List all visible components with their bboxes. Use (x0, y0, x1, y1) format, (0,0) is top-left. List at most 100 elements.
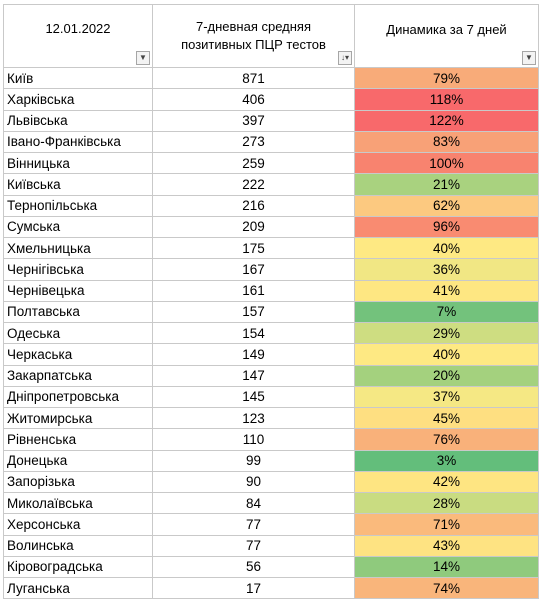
date-header: 12.01.2022 (45, 21, 111, 36)
region-cell[interactable]: Херсонська (3, 513, 153, 536)
avg-cell[interactable]: 90 (152, 470, 355, 494)
region-cell[interactable]: Чернівецька (3, 279, 153, 302)
region-cell[interactable]: Дніпропетровська (3, 385, 153, 409)
dynamics-cell[interactable]: 43% (354, 534, 539, 557)
dynamics-cell[interactable]: 96% (354, 215, 539, 239)
table-row: Миколаївська 84 28% (3, 491, 539, 515)
dynamics-cell[interactable]: 7% (354, 300, 539, 324)
dynamics-cell[interactable]: 83% (354, 130, 539, 154)
dynamics-cell[interactable]: 40% (354, 236, 539, 260)
region-cell[interactable]: Львівська (3, 109, 153, 132)
dynamics-cell[interactable]: 76% (354, 428, 539, 451)
dynamics-cell[interactable]: 71% (354, 513, 539, 536)
table-row: Вінницька 259 100% (3, 151, 539, 175)
region-cell[interactable]: Житомирська (3, 406, 153, 430)
avg-cell[interactable]: 216 (152, 194, 355, 217)
dynamics-cell[interactable]: 122% (354, 109, 539, 132)
table-row: Запорізька 90 42% (3, 470, 539, 494)
region-cell[interactable]: Волинська (3, 534, 153, 557)
table-row: Одеська 154 29% (3, 321, 539, 345)
region-cell[interactable]: Полтавська (3, 300, 153, 324)
region-cell[interactable]: Сумська (3, 215, 153, 239)
dynamics-cell[interactable]: 36% (354, 258, 539, 281)
avg-header-cell: 7-дневная средняя позитивных ПЦР тестов … (152, 4, 355, 68)
avg-cell[interactable]: 154 (152, 321, 355, 345)
avg-cell[interactable]: 77 (152, 534, 355, 557)
avg-cell[interactable]: 84 (152, 491, 355, 515)
table-row: Донецька 99 3% (3, 449, 539, 472)
region-cell[interactable]: Кіровоградська (3, 555, 153, 579)
region-cell[interactable]: Івано-Франківська (3, 130, 153, 154)
region-cell[interactable]: Вінницька (3, 151, 153, 175)
table-row: Київська 222 21% (3, 173, 539, 196)
region-cell[interactable]: Рівненська (3, 428, 153, 451)
avg-cell[interactable]: 17 (152, 576, 355, 600)
avg-cell[interactable]: 161 (152, 279, 355, 302)
region-cell[interactable]: Хмельницька (3, 236, 153, 260)
dynamics-cell[interactable]: 42% (354, 470, 539, 494)
region-cell[interactable]: Запорізька (3, 470, 153, 494)
avg-cell[interactable]: 56 (152, 555, 355, 579)
dynamics-cell[interactable]: 118% (354, 88, 539, 111)
table-row: Київ 871 79% (3, 66, 539, 90)
dynamics-cell[interactable]: 100% (354, 151, 539, 175)
region-cell[interactable]: Київ (3, 66, 153, 90)
avg-cell[interactable]: 77 (152, 513, 355, 536)
table-row: Рівненська 110 76% (3, 428, 539, 451)
region-cell[interactable]: Тернопільська (3, 194, 153, 217)
header-row: 12.01.2022 ▼ 7-дневная средняя позитивны… (3, 4, 539, 68)
avg-cell[interactable]: 110 (152, 428, 355, 451)
table-row: Івано-Франківська 273 83% (3, 130, 539, 154)
avg-cell[interactable]: 147 (152, 364, 355, 387)
avg-cell[interactable]: 157 (152, 300, 355, 324)
dynamics-cell[interactable]: 79% (354, 66, 539, 90)
avg-cell[interactable]: 222 (152, 173, 355, 196)
dynamics-cell[interactable]: 20% (354, 364, 539, 387)
dynamics-cell[interactable]: 3% (354, 449, 539, 472)
avg-cell[interactable]: 209 (152, 215, 355, 239)
data-table: 12.01.2022 ▼ 7-дневная средняя позитивны… (3, 4, 539, 600)
region-cell[interactable]: Закарпатська (3, 364, 153, 387)
region-cell[interactable]: Луганська (3, 576, 153, 600)
sort-filter-icon[interactable]: ↓▾ (338, 51, 352, 65)
dynamics-cell[interactable]: 29% (354, 321, 539, 345)
date-header-cell: 12.01.2022 ▼ (3, 4, 153, 68)
avg-cell[interactable]: 123 (152, 406, 355, 430)
avg-cell[interactable]: 259 (152, 151, 355, 175)
dynamics-cell[interactable]: 74% (354, 576, 539, 600)
dynamics-cell[interactable]: 21% (354, 173, 539, 196)
table-row: Чернівецька 161 41% (3, 279, 539, 302)
dropdown-arrow-icon[interactable]: ▼ (136, 51, 150, 65)
dynamics-cell[interactable]: 41% (354, 279, 539, 302)
avg-cell[interactable]: 175 (152, 236, 355, 260)
avg-cell[interactable]: 406 (152, 88, 355, 111)
avg-cell[interactable]: 149 (152, 343, 355, 366)
dropdown-arrow-icon[interactable]: ▼ (522, 51, 536, 65)
table-row: Тернопільська 216 62% (3, 194, 539, 217)
dynamics-header-cell: Динамика за 7 дней ▼ (354, 4, 539, 68)
avg-cell[interactable]: 99 (152, 449, 355, 472)
region-cell[interactable]: Чернігівська (3, 258, 153, 281)
avg-cell[interactable]: 167 (152, 258, 355, 281)
dynamics-cell[interactable]: 62% (354, 194, 539, 217)
dynamics-cell[interactable]: 37% (354, 385, 539, 409)
avg-cell[interactable]: 871 (152, 66, 355, 90)
avg-cell[interactable]: 273 (152, 130, 355, 154)
region-cell[interactable]: Харківська (3, 88, 153, 111)
table-row: Кіровоградська 56 14% (3, 555, 539, 579)
dynamics-cell[interactable]: 14% (354, 555, 539, 579)
dynamics-cell[interactable]: 40% (354, 343, 539, 366)
region-cell[interactable]: Одеська (3, 321, 153, 345)
avg-cell[interactable]: 145 (152, 385, 355, 409)
dynamics-cell[interactable]: 45% (354, 406, 539, 430)
region-cell[interactable]: Черкаська (3, 343, 153, 366)
avg-header: 7-дневная средняя позитивных ПЦР тестов (181, 19, 326, 52)
region-cell[interactable]: Київська (3, 173, 153, 196)
table-row: Волинська 77 43% (3, 534, 539, 557)
region-cell[interactable]: Миколаївська (3, 491, 153, 515)
table-row: Полтавська 157 7% (3, 300, 539, 324)
avg-cell[interactable]: 397 (152, 109, 355, 132)
dynamics-cell[interactable]: 28% (354, 491, 539, 515)
region-cell[interactable]: Донецька (3, 449, 153, 472)
